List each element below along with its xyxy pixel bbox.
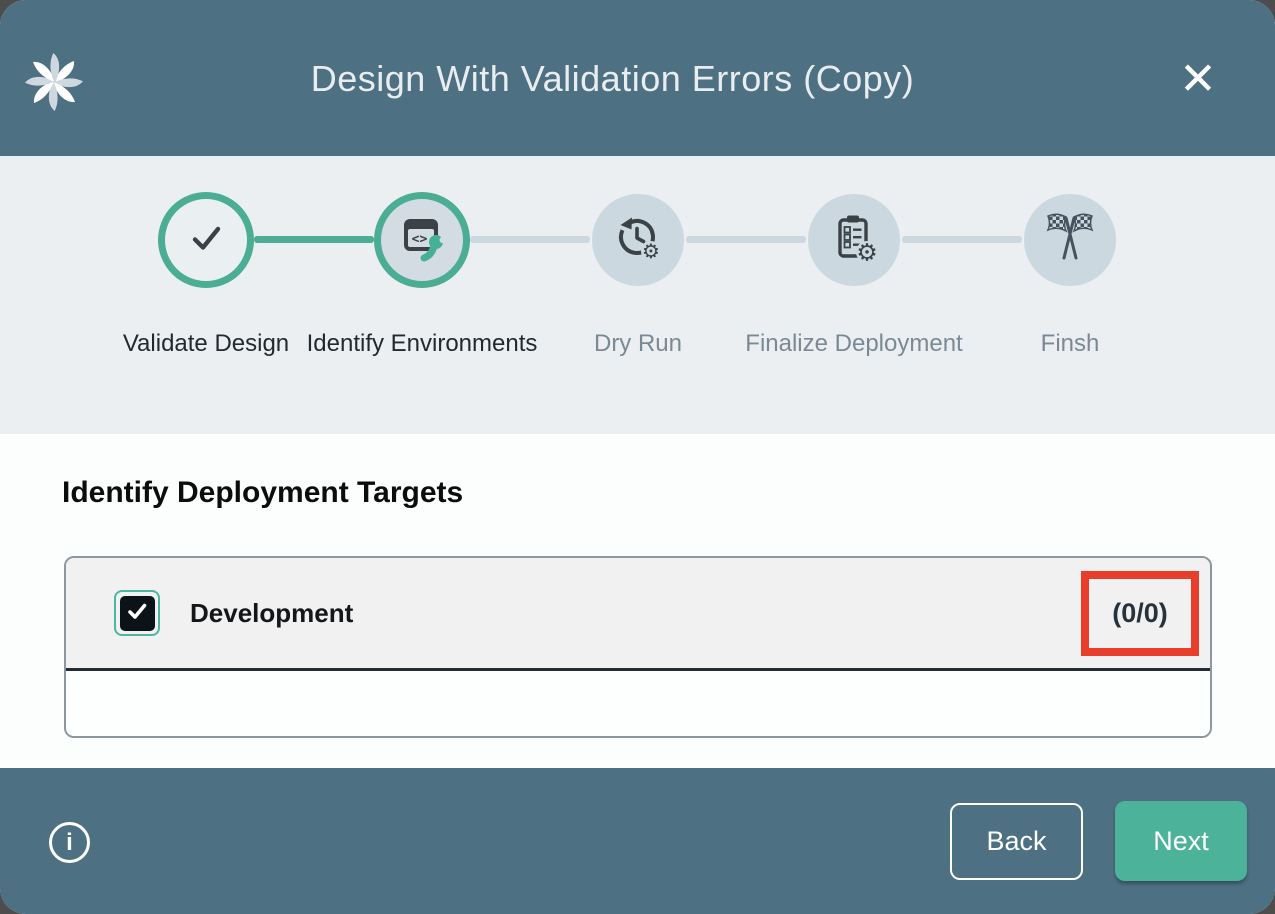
step-label: Validate Design [122,330,290,357]
step-validate-design[interactable]: Validate Design [98,156,314,357]
target-count: (0/0) [1112,597,1168,628]
section-heading: Identify Deployment Targets [62,476,464,509]
step-dry-run[interactable]: ⚙ Dry Run [530,156,746,357]
checkered-flags-icon [1042,213,1098,268]
history-gear-icon: ⚙ [611,211,665,270]
checkmark-icon [183,215,229,266]
dialog-title: Design With Validation Errors (Copy) [310,58,915,99]
step-circle[interactable] [1024,194,1116,286]
row-divider [66,668,1210,671]
dialog-footer: i Back Next [0,768,1275,914]
close-button[interactable]: ✕ [1171,52,1225,106]
step-connector [470,236,590,243]
dialog-header: Design With Validation Errors (Copy) ✕ [0,0,1275,156]
step-circle[interactable]: <> [374,192,470,288]
step-connector [686,236,806,243]
back-button[interactable]: Back [950,803,1083,880]
flag-right-icon [1062,213,1094,259]
target-row-development[interactable]: Development (0/0) [66,558,1210,668]
checkbox-fill [119,595,155,631]
step-finish[interactable]: Finsh [962,156,1178,357]
flag-left-icon [1046,213,1078,259]
code-icon: <> [412,232,428,247]
info-icon: i [66,828,73,856]
step-label: Finalize Deployment [745,330,963,357]
step-circle[interactable]: ⚙ [808,194,900,286]
target-name: Development [190,597,354,628]
step-circle[interactable]: ⚙ [592,194,684,286]
empty-list-area [66,671,1210,736]
step-label: Identify Environments [306,330,538,357]
gear-icon: ⚙ [642,239,660,263]
wizard-stepper: Validate Design <> [0,156,1275,434]
deployment-targets-list: Development (0/0) [64,556,1212,738]
step-connector [902,236,1022,243]
development-checkbox[interactable] [114,590,160,636]
step-finalize-deployment[interactable]: ⚙ Finalize Deployment [745,156,963,357]
info-button[interactable]: i [49,822,90,863]
step-circle[interactable] [158,192,254,288]
gear-icon: ⚙ [856,238,878,265]
step-identify-environments[interactable]: <> Identify Environments [307,156,537,357]
step-connector [254,236,374,243]
next-button[interactable]: Next [1115,801,1247,881]
code-window-wrench-icon: <> [396,212,449,269]
annotation-highlight-box: (0/0) [1081,570,1199,656]
app-logo-icon [25,53,83,111]
step-content: Identify Deployment Targets Development [0,434,1275,768]
step-label: Finsh [1040,330,1100,357]
step-label: Dry Run [593,330,683,357]
wrench-icon [420,234,449,261]
checkmark-icon [125,599,149,628]
close-icon: ✕ [1179,52,1217,105]
clipboard-gear-icon: ⚙ [827,211,881,270]
